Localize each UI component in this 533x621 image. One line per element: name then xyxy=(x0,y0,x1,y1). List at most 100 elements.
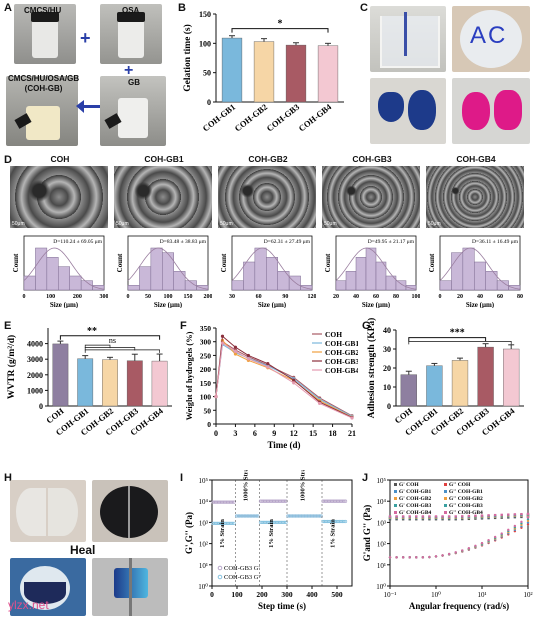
gp-point xyxy=(220,500,224,504)
x-tick-label: 20 xyxy=(333,294,339,300)
panel-label-a: A xyxy=(4,2,12,14)
gpp-point xyxy=(218,521,223,526)
gp-point xyxy=(428,515,431,518)
gp-point xyxy=(343,499,348,503)
gpp-point xyxy=(322,519,327,524)
x-tick-label: 40 xyxy=(353,294,359,300)
adhesion-chart: 010203040COHCOH-GB1COH-GB2COH-GB3COH-GB4… xyxy=(366,318,524,437)
scale-bar-label: 50μm xyxy=(220,221,233,227)
hist-annotation: D=62.31 ± 27.49 μm xyxy=(264,239,311,245)
y-axis-label: Count xyxy=(12,253,20,272)
gpp-point xyxy=(328,519,333,524)
gp-point xyxy=(275,499,279,503)
gpp-point xyxy=(480,541,484,545)
gpp-point xyxy=(232,521,236,526)
gpp-point xyxy=(520,520,523,524)
y-tick-label: 4000 xyxy=(27,340,43,349)
gp-point xyxy=(520,512,523,516)
panel-label-d: D xyxy=(4,154,12,166)
x-tick-label: 0 xyxy=(210,590,214,599)
gpp-point xyxy=(212,521,217,526)
gpp-point xyxy=(264,520,269,525)
data-point xyxy=(292,381,296,385)
y-tick-label: 0 xyxy=(387,402,391,411)
gpp-point xyxy=(258,520,263,525)
gp-point xyxy=(334,499,339,503)
data-point xyxy=(220,334,225,338)
gpp-point xyxy=(507,528,510,532)
gpp-point xyxy=(441,554,444,557)
gpp-point xyxy=(245,514,249,518)
y-tick-label: 150 xyxy=(200,379,212,388)
hist-annotation: D=110.24 ± 69.05 μm xyxy=(53,239,102,245)
data-point xyxy=(214,394,218,399)
x-tick-label: 12 xyxy=(290,429,298,438)
scale-bar-label: 50μm xyxy=(116,221,129,227)
significance-label: *** xyxy=(450,328,465,339)
bar-coh-gb3 xyxy=(477,346,494,407)
gpp-point xyxy=(316,514,320,518)
gp-point xyxy=(260,499,264,503)
significance-bracket xyxy=(408,337,487,342)
gpp-point xyxy=(447,552,451,556)
y-tick-label: 50 xyxy=(204,406,212,415)
hist-bar xyxy=(231,280,244,291)
gpp-point xyxy=(330,519,334,524)
sem-image-coh-gb3: 50μm xyxy=(322,166,420,228)
legend-label: G'' COH-GB1 xyxy=(449,489,483,495)
gpp-point xyxy=(493,535,497,539)
bar-coh-gb2 xyxy=(253,41,275,103)
strain-label: 1000% Strain xyxy=(300,470,307,501)
series-line-coh-gb2 xyxy=(215,339,353,418)
panel-d: D COH 50μm D=110.24 ± 69.05 μm 0 100 200 300 Si… xyxy=(0,150,533,310)
gpp-point xyxy=(289,514,293,518)
gp-point xyxy=(276,499,281,503)
bar-coh-gb1 xyxy=(426,365,443,407)
gpp-point xyxy=(292,514,296,518)
gpp-point xyxy=(319,514,323,518)
fit-curve xyxy=(231,247,313,290)
gpp-point xyxy=(461,549,464,552)
photo-cmcs-hu xyxy=(14,4,76,64)
y-tick-label: 200 xyxy=(200,365,212,374)
x-tick-label: 500 xyxy=(331,590,343,599)
x-axis-label: Size (μm) xyxy=(258,301,287,308)
gpp-point xyxy=(401,556,405,559)
gpp-point xyxy=(248,514,252,518)
ns-bracket xyxy=(84,344,111,349)
x-tick-label: 80 xyxy=(393,294,399,300)
hist-bar xyxy=(474,261,486,291)
data-point xyxy=(220,341,225,345)
strain-label: 1% Strain xyxy=(330,519,337,548)
y-tick-label: 0 xyxy=(207,420,211,429)
gpp-point xyxy=(526,519,530,523)
hist-bar xyxy=(375,261,387,291)
gp-point xyxy=(212,500,217,504)
x-tick-label: 18 xyxy=(329,429,337,438)
x-tick-label: 200 xyxy=(73,294,82,300)
gp-point xyxy=(266,499,270,503)
gpp-point xyxy=(241,514,245,518)
significance-bracket-2 xyxy=(408,341,512,345)
scale-bar-label: 50μm xyxy=(428,221,441,227)
gpp-point xyxy=(215,521,220,526)
gpp-point xyxy=(339,519,343,524)
strain-label: 1% Strain xyxy=(219,519,226,548)
hist-bar xyxy=(23,275,36,291)
gp-point xyxy=(282,499,287,503)
gpp-point xyxy=(317,514,322,518)
gpp-point xyxy=(526,516,530,519)
panel-g: G 0 10 20 30 40 COH COH-GB1 COH-GB2 COH-GB3 COH-G… xyxy=(360,318,533,458)
gpp-point xyxy=(408,556,411,559)
gpp-point xyxy=(261,520,266,525)
hist-bar xyxy=(46,257,59,291)
gp-point xyxy=(421,515,425,518)
hist-bar xyxy=(395,280,407,291)
x-tick-label: 0 xyxy=(23,294,26,300)
bar-coh-gb4 xyxy=(503,348,520,407)
y-axis-label: Gelation time (s) xyxy=(182,24,193,92)
y-tick-label: 10⁰ xyxy=(376,583,386,591)
significance-bracket xyxy=(59,335,161,340)
x-tick-label: 10¹ xyxy=(477,591,486,599)
